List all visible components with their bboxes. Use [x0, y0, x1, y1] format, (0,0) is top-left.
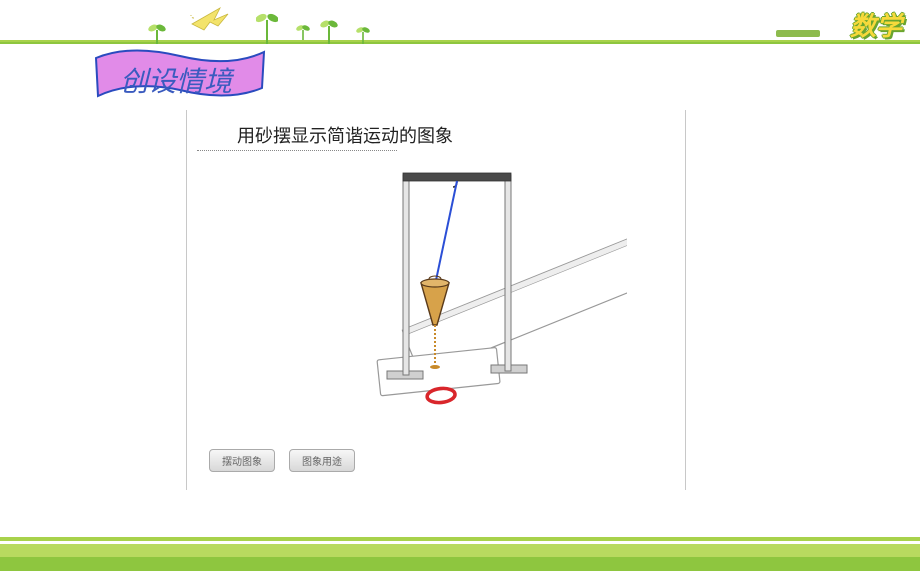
sprout-icon: [320, 16, 338, 44]
content-panel: 用砂摆显示简谐运动的图象: [186, 110, 686, 490]
bottom-band: [0, 541, 920, 571]
sprout-icon: [356, 24, 370, 44]
oscillation-graph-button[interactable]: 摆动图象: [209, 449, 275, 472]
paper-plane-icon: [190, 4, 232, 39]
top-green-line: [0, 40, 920, 44]
bottom-grass: [0, 557, 920, 571]
sprout-icon: [256, 10, 278, 44]
pendulum-figure: [287, 165, 627, 435]
graph-usage-button[interactable]: 图象用途: [289, 449, 355, 472]
subject-label: 数学: [850, 6, 902, 43]
section-banner: 创设情境: [90, 46, 270, 109]
button-row: 摆动图象 图象用途: [209, 449, 355, 472]
banner-title: 创设情境: [120, 60, 232, 100]
top-decor-bar: 数学: [0, 0, 920, 44]
dotted-underline: [197, 150, 397, 151]
panel-title: 用砂摆显示简谐运动的图象: [237, 122, 453, 148]
subject-accent-bar: [776, 30, 820, 37]
sprout-icon: [148, 20, 166, 44]
sprout-icon: [296, 22, 310, 40]
